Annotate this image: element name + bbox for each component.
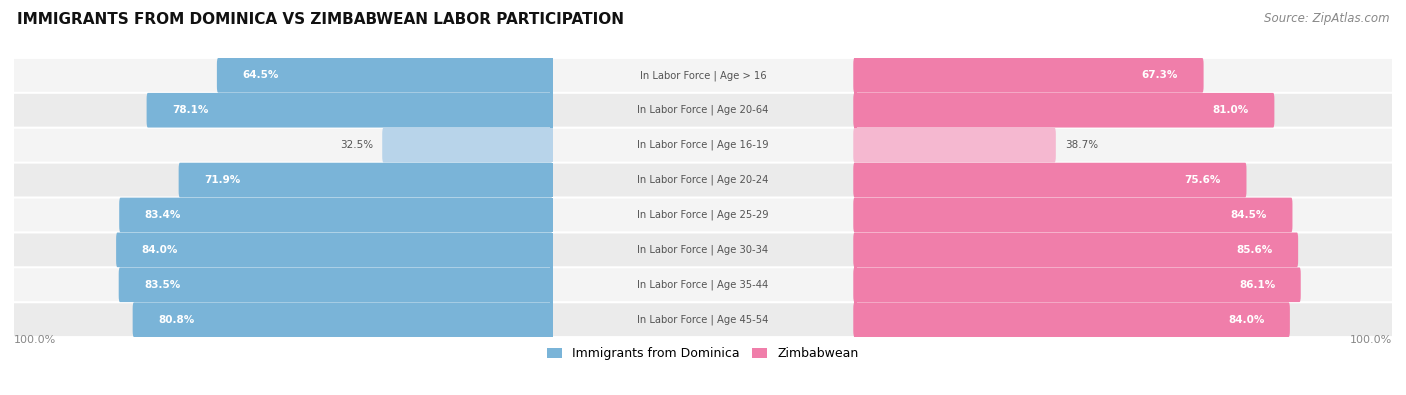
Text: 100.0%: 100.0% [14,335,56,345]
FancyBboxPatch shape [853,233,1298,267]
Bar [550,233,554,267]
Text: In Labor Force | Age 16-19: In Labor Force | Age 16-19 [637,140,769,150]
Text: In Labor Force | Age 45-54: In Labor Force | Age 45-54 [637,314,769,325]
Bar [550,198,554,232]
Text: 32.5%: 32.5% [340,140,373,150]
FancyBboxPatch shape [179,163,553,198]
FancyBboxPatch shape [14,129,1392,162]
Text: 83.4%: 83.4% [145,210,181,220]
Text: 38.7%: 38.7% [1064,140,1098,150]
FancyBboxPatch shape [853,58,1204,93]
Bar [853,198,858,232]
Bar [853,128,858,162]
Text: In Labor Force | Age > 16: In Labor Force | Age > 16 [640,70,766,81]
Bar [853,267,858,302]
Text: 67.3%: 67.3% [1142,70,1178,80]
Text: 84.0%: 84.0% [1227,315,1264,325]
Bar [853,302,858,337]
Text: 86.1%: 86.1% [1239,280,1275,290]
FancyBboxPatch shape [853,302,1289,337]
FancyBboxPatch shape [217,58,553,93]
Bar [550,267,554,302]
Text: 84.5%: 84.5% [1230,210,1267,220]
Bar [550,128,554,162]
FancyBboxPatch shape [853,267,1301,302]
Text: 83.5%: 83.5% [143,280,180,290]
Bar [550,302,554,337]
FancyBboxPatch shape [853,198,1292,232]
FancyBboxPatch shape [14,233,1392,266]
FancyBboxPatch shape [14,164,1392,196]
FancyBboxPatch shape [853,93,1274,128]
FancyBboxPatch shape [14,59,1392,92]
Bar [853,233,858,267]
Bar [550,93,554,128]
FancyBboxPatch shape [853,128,1056,162]
Bar [853,93,858,128]
Text: Source: ZipAtlas.com: Source: ZipAtlas.com [1264,12,1389,25]
Text: 80.8%: 80.8% [157,315,194,325]
Text: IMMIGRANTS FROM DOMINICA VS ZIMBABWEAN LABOR PARTICIPATION: IMMIGRANTS FROM DOMINICA VS ZIMBABWEAN L… [17,12,624,27]
FancyBboxPatch shape [146,93,553,128]
FancyBboxPatch shape [120,198,553,232]
Legend: Immigrants from Dominica, Zimbabwean: Immigrants from Dominica, Zimbabwean [543,342,863,365]
FancyBboxPatch shape [117,233,553,267]
FancyBboxPatch shape [853,163,1247,198]
Text: 81.0%: 81.0% [1213,105,1249,115]
Text: In Labor Force | Age 25-29: In Labor Force | Age 25-29 [637,210,769,220]
Text: In Labor Force | Age 35-44: In Labor Force | Age 35-44 [637,280,769,290]
Bar [550,58,554,93]
Text: 78.1%: 78.1% [172,105,208,115]
Bar [853,163,858,198]
FancyBboxPatch shape [132,302,553,337]
Text: 100.0%: 100.0% [1350,335,1392,345]
Text: 71.9%: 71.9% [204,175,240,185]
FancyBboxPatch shape [14,94,1392,127]
Text: 64.5%: 64.5% [242,70,278,80]
FancyBboxPatch shape [14,303,1392,336]
Bar [853,58,858,93]
FancyBboxPatch shape [118,267,553,302]
Text: 85.6%: 85.6% [1236,245,1272,255]
FancyBboxPatch shape [382,128,553,162]
Text: In Labor Force | Age 30-34: In Labor Force | Age 30-34 [637,245,769,255]
Bar [550,163,554,198]
FancyBboxPatch shape [14,268,1392,301]
FancyBboxPatch shape [14,199,1392,231]
Text: In Labor Force | Age 20-64: In Labor Force | Age 20-64 [637,105,769,115]
Text: 75.6%: 75.6% [1185,175,1220,185]
Text: In Labor Force | Age 20-24: In Labor Force | Age 20-24 [637,175,769,185]
Text: 84.0%: 84.0% [142,245,179,255]
